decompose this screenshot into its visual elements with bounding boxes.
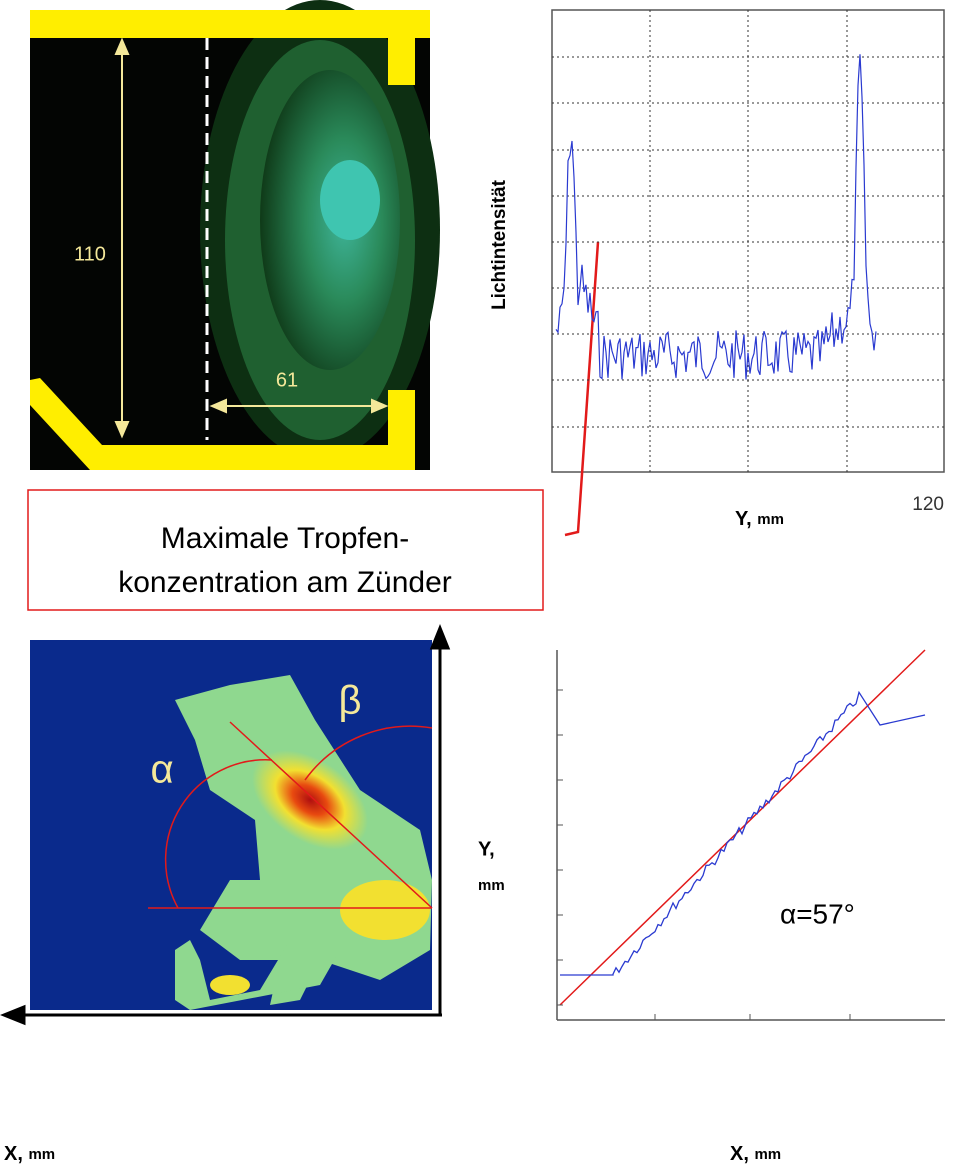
height-label: 110 (74, 243, 106, 265)
x-axis-label: Y, mm (735, 508, 784, 530)
y-axis-label: Y, (478, 838, 495, 860)
beta-label: β (338, 679, 361, 723)
callout-box (27, 489, 544, 611)
x-axis-label: X, mm (730, 1143, 781, 1165)
x-axis-label: X, mm (4, 1143, 55, 1165)
bottom-image: α β Y, mm X, mm (0, 623, 505, 1165)
x-end-label: 120 (912, 494, 944, 515)
intensity-plot: Lichtintensität 120 Y, mm (489, 9, 945, 537)
angle-annotation: α=57° (780, 898, 855, 929)
callout-line: Maximale Tropfen- (161, 522, 409, 555)
y-axis-unit: mm (478, 877, 505, 894)
y-axis-label: Lichtintensität (489, 179, 510, 310)
callout-line: konzentration am Zünder (118, 566, 452, 599)
intensity-trace (555, 54, 877, 380)
alpha-label: α (150, 748, 173, 792)
width-label: 61 (276, 369, 298, 391)
angle-plot: α=57° X, mm (556, 649, 945, 1165)
measured-trace (560, 690, 926, 976)
top-image: 110 61 (30, 0, 440, 470)
